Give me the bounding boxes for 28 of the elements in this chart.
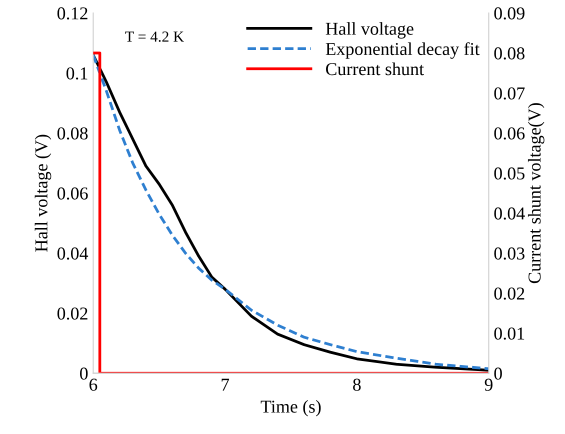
x-tick-label: 9: [484, 378, 492, 391]
x-axis-title: Time (s): [260, 400, 321, 416]
legend-label: Hall voltage: [326, 22, 414, 39]
legend-label: Exponential decay fit: [326, 42, 480, 59]
y2-tick-label: 0.01: [494, 327, 524, 340]
y2-tick-label: 0.07: [494, 87, 525, 100]
y-tick-label: 0.1: [66, 67, 88, 80]
y-tick-label: 0.06: [57, 187, 88, 200]
annotation: T = 4.2 K: [125, 32, 184, 42]
y-tick-label: 0.12: [57, 7, 88, 20]
y-tick-label: 0.08: [57, 127, 88, 140]
legend-label: Current shunt: [326, 62, 424, 76]
y-tick-label: 0: [80, 367, 88, 380]
y2-axis-title: Current shunt voltage(V): [528, 103, 544, 284]
y2-tick-label: 0.02: [494, 287, 524, 300]
y-tick-label: 0.02: [57, 307, 88, 320]
y-tick-label: 0.04: [57, 247, 88, 260]
y2-tick-label: 0.05: [494, 167, 524, 180]
y2-tick-label: 0.09: [494, 7, 524, 20]
x-tick-label: 6: [89, 378, 98, 391]
y2-tick-label: 0.06: [494, 127, 525, 140]
y2-tick-label: 0: [494, 367, 502, 380]
y2-tick-label: 0.08: [494, 47, 524, 60]
x-tick-label: 8: [353, 378, 361, 391]
x-tick-label: 7: [222, 378, 230, 391]
y2-tick-label: 0.04: [494, 207, 525, 220]
y-axis-title: Hall voltage (V): [34, 134, 52, 252]
y2-tick-label: 0.03: [494, 247, 524, 260]
